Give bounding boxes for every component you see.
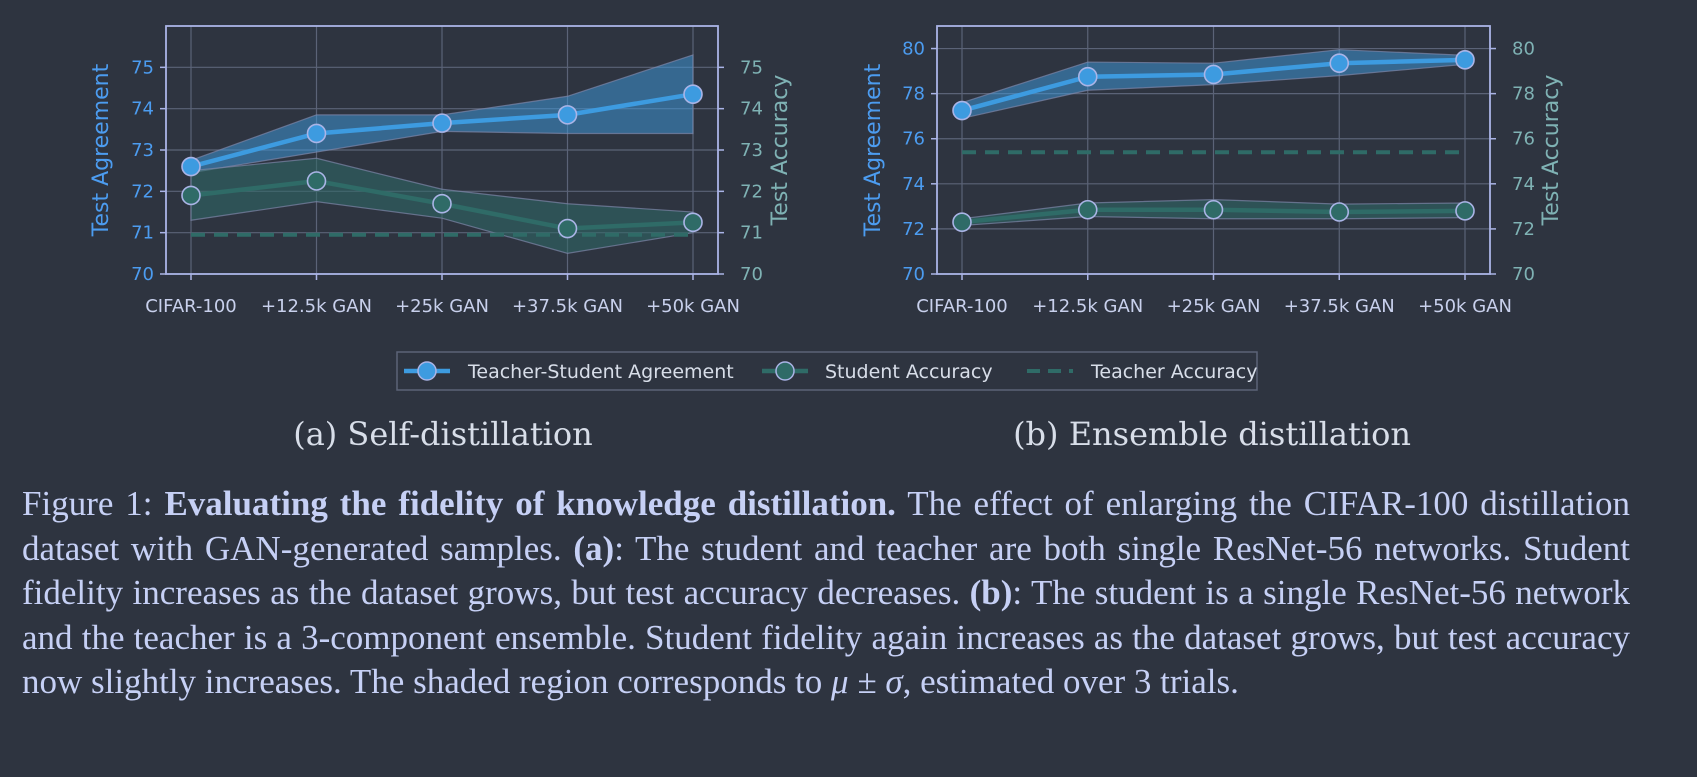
agreement-point bbox=[1077, 66, 1098, 87]
ytick-label-left: 75 bbox=[131, 57, 154, 78]
ytick-label-left: 74 bbox=[131, 99, 154, 120]
xtick-label: +25k GAN bbox=[1167, 296, 1261, 317]
ytick-label-right: 72 bbox=[1512, 219, 1535, 240]
ytick-label-right: 74 bbox=[740, 99, 763, 120]
ytick-label-right: 72 bbox=[740, 181, 763, 202]
ytick-label-left: 71 bbox=[131, 223, 154, 244]
legend-label-teacher: Teacher Accuracy bbox=[1090, 361, 1257, 383]
student-point bbox=[952, 212, 972, 232]
ytick-label-left: 78 bbox=[902, 84, 925, 105]
ytick-label-left: 73 bbox=[131, 140, 154, 161]
subcaption-a: (a) Self-distillation bbox=[293, 415, 593, 453]
agreement-band bbox=[190, 54, 694, 174]
agreement-point bbox=[1203, 64, 1224, 85]
ytick-label-right: 71 bbox=[740, 223, 763, 244]
chart-self-distillation: 70 70 71 71 72 72 73 73 74 74 75 75 CIFAR-100 +12.5k … bbox=[89, 25, 793, 317]
student-point bbox=[557, 218, 578, 239]
legend-student-marker bbox=[775, 361, 795, 381]
xtick-label: +37.5k GAN bbox=[1284, 296, 1395, 317]
caption-part-2: : The student and teacher are both singl… bbox=[22, 528, 1630, 613]
student-point bbox=[1077, 199, 1098, 220]
student-point bbox=[1455, 201, 1475, 221]
figure-canvas: 70 70 71 71 72 72 73 73 74 74 75 75 CIFAR-100 +12.5k … bbox=[89, 25, 1564, 453]
xtick-label: +12.5k GAN bbox=[261, 296, 372, 317]
ytick-label-left: 72 bbox=[902, 219, 925, 240]
xtick-label: +50k GAN bbox=[646, 296, 740, 317]
y-axis-label-left: Test Agreement bbox=[861, 63, 886, 237]
legend-frame bbox=[396, 351, 1258, 391]
ytick-label-right: 75 bbox=[740, 57, 763, 78]
ytick-label-right: 80 bbox=[1512, 39, 1535, 60]
agreement-point bbox=[557, 105, 578, 125]
agreement-point bbox=[181, 156, 201, 177]
y-axis-label-right: Test Accuracy bbox=[768, 75, 793, 227]
legend-label-student: Student Accuracy bbox=[825, 361, 993, 383]
caption-part-3: : The student is a single ResNet-56 netw… bbox=[22, 573, 1630, 701]
figure-caption: Figure 1: Evaluating the fidelity of kno… bbox=[22, 482, 1630, 705]
xtick-label: +50k GAN bbox=[1418, 296, 1512, 317]
caption-math: μ ± σ bbox=[831, 662, 903, 701]
agreement-point bbox=[306, 123, 327, 144]
caption-marker-a: (a) bbox=[573, 528, 615, 568]
student-point bbox=[306, 171, 327, 191]
ytick-label-right: 73 bbox=[740, 140, 763, 161]
student-point bbox=[181, 185, 201, 206]
y-axis-label-right: Test Accuracy bbox=[1539, 75, 1564, 227]
ytick-label-left: 74 bbox=[902, 174, 925, 195]
caption-part-4: , estimated over 3 trials. bbox=[902, 662, 1239, 701]
ytick-label-left: 70 bbox=[131, 264, 154, 285]
xtick-label: +25k GAN bbox=[395, 296, 489, 317]
ytick-label-right: 78 bbox=[1512, 84, 1535, 105]
subcaption-b: (b) Ensemble distillation bbox=[1013, 415, 1411, 453]
student-point bbox=[683, 212, 703, 233]
agreement-point bbox=[1329, 53, 1350, 74]
xtick-label: CIFAR-100 bbox=[145, 296, 237, 317]
agreement-point bbox=[1455, 50, 1475, 70]
ytick-label-left: 76 bbox=[902, 129, 925, 150]
ytick-label-left: 72 bbox=[131, 181, 154, 202]
caption-marker-b: (b) bbox=[969, 573, 1013, 612]
agreement-point bbox=[432, 113, 452, 133]
ytick-label-left: 80 bbox=[902, 39, 925, 60]
caption-label: Figure 1: bbox=[22, 484, 165, 523]
student-point bbox=[1203, 199, 1224, 220]
ytick-label-right: 74 bbox=[1512, 174, 1535, 195]
caption-part-1: The effect of enlarging the CIFAR-100 di… bbox=[22, 484, 1630, 568]
student-point bbox=[1329, 202, 1350, 222]
ytick-label-right: 70 bbox=[740, 264, 763, 285]
agreement-point bbox=[952, 100, 972, 121]
xtick-label: CIFAR-100 bbox=[916, 296, 1008, 317]
ytick-label-right: 76 bbox=[1512, 129, 1535, 150]
xtick-label: +37.5k GAN bbox=[512, 296, 623, 317]
caption-title: Evaluating the fidelity of knowledge dis… bbox=[164, 484, 896, 523]
legend-label-agreement: Teacher-Student Agreement bbox=[467, 361, 734, 383]
ytick-label-right: 70 bbox=[1512, 264, 1535, 285]
y-axis-label-left: Test Agreement bbox=[89, 63, 114, 237]
legend: Teacher-Student Agreement Student Accura… bbox=[396, 351, 1258, 391]
xtick-label: +12.5k GAN bbox=[1032, 296, 1143, 317]
chart-ensemble-distillation: 70 70 72 72 74 74 76 76 78 78 80 80 CIFAR-100 +12.5k … bbox=[861, 25, 1564, 317]
student-point bbox=[432, 193, 452, 214]
agreement-point bbox=[683, 84, 703, 104]
legend-agreement-marker bbox=[417, 361, 437, 381]
ytick-label-left: 70 bbox=[902, 264, 925, 285]
